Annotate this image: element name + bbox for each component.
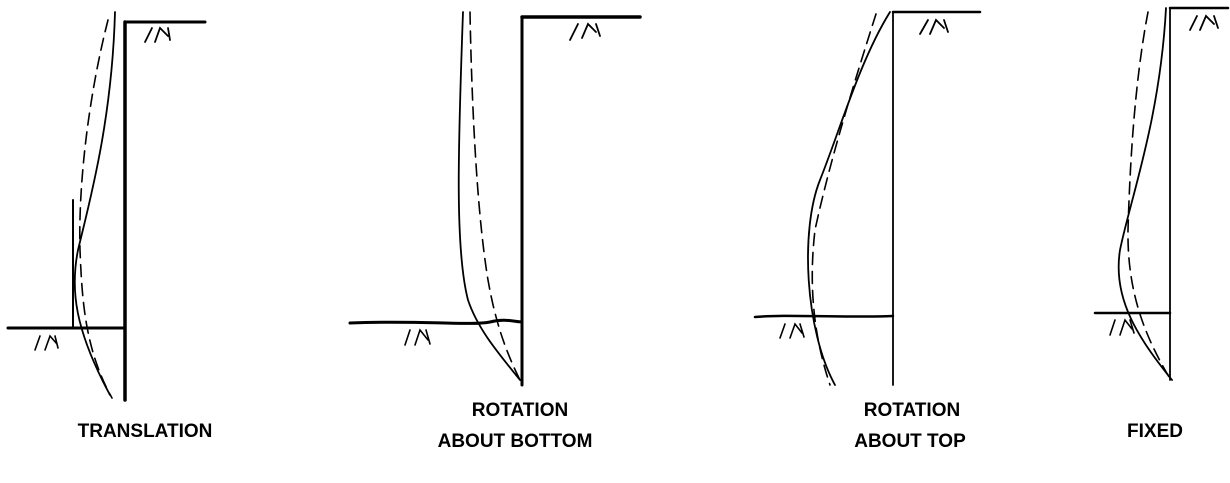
hatch bbox=[144, 26, 171, 43]
moment-curve bbox=[469, 11, 521, 381]
deflection-curve bbox=[457, 11, 521, 381]
deflection-curve bbox=[73, 11, 116, 396]
ground-line bbox=[753, 314, 895, 319]
hatch bbox=[404, 328, 431, 346]
hatch bbox=[34, 334, 59, 351]
moment-curve bbox=[811, 13, 877, 386]
fixed-panel bbox=[1093, 6, 1230, 383]
panel-label: TRANSLATION bbox=[78, 421, 213, 442]
panel-label: ABOUT BOTTOM bbox=[438, 431, 593, 452]
hatch bbox=[919, 18, 949, 35]
panel-label: ROTATION bbox=[864, 400, 960, 421]
moment-curve bbox=[78, 19, 113, 399]
hatch bbox=[569, 22, 601, 41]
rotation-top-panel bbox=[753, 10, 982, 386]
hatch bbox=[1189, 14, 1219, 31]
panel-label: ROTATION bbox=[472, 400, 568, 421]
hatch bbox=[779, 322, 805, 339]
panel-label: FIXED bbox=[1127, 421, 1183, 442]
translation-panel bbox=[6, 11, 207, 402]
deflection-curve bbox=[1117, 7, 1173, 381]
moment-curve bbox=[1127, 11, 1173, 383]
ground-line bbox=[348, 318, 524, 325]
deflection-curve bbox=[807, 11, 891, 386]
hatch bbox=[1109, 318, 1135, 336]
panel-label: ABOUT TOP bbox=[854, 431, 966, 452]
rotation-bottom-panel bbox=[348, 11, 642, 387]
